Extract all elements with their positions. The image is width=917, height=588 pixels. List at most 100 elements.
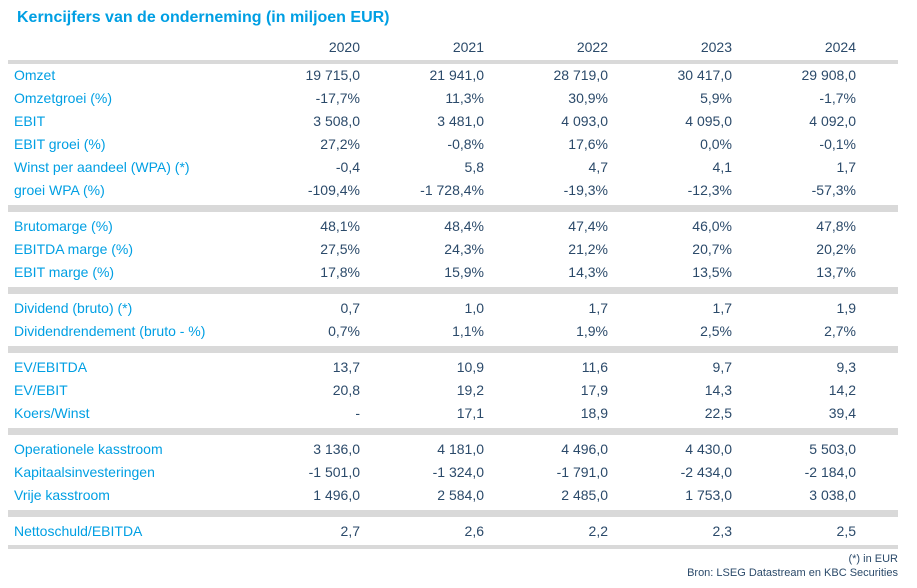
row-label: Winst per aandeel (WPA) (*) xyxy=(14,159,190,175)
value-cell: 5 503,0 xyxy=(809,441,856,457)
value-cell: -17,7% xyxy=(315,90,360,106)
corner-cell xyxy=(8,37,236,64)
value-cell: -2 434,0 xyxy=(680,464,732,480)
table-row: Winst per aandeel (WPA) (*) -0,4 5,8 4,7 4,1… xyxy=(8,156,898,179)
value-cell: 22,5 xyxy=(704,405,732,421)
separator-band xyxy=(8,510,898,517)
value-cell: 4 430,0 xyxy=(685,441,732,457)
year-header: 2024 xyxy=(732,37,898,64)
value-cell: 4 093,0 xyxy=(561,113,608,129)
value-cell: 17,6% xyxy=(568,136,608,152)
value-cell: 20,8 xyxy=(332,382,360,398)
table-row: groei WPA (%) -109,4% -1 728,4% -19,3% -12,3… xyxy=(8,179,898,202)
value-cell: 11,3% xyxy=(445,90,484,106)
row-label: groei WPA (%) xyxy=(14,182,105,198)
value-cell: 2,3 xyxy=(712,523,732,539)
value-cell: 27,5% xyxy=(320,241,360,257)
value-cell: 3 508,0 xyxy=(313,113,360,129)
row-label: Dividend (bruto) (*) xyxy=(14,300,133,316)
section-separator xyxy=(8,425,898,438)
value-cell: 24,3% xyxy=(444,241,484,257)
table-row: EV/EBIT 20,8 19,2 17,9 14,3 14,2 xyxy=(8,379,898,402)
row-label: EBIT marge (%) xyxy=(14,264,115,280)
value-cell: 5,9% xyxy=(700,90,732,106)
table-bottom-rule xyxy=(8,543,898,549)
value-cell: 1,9% xyxy=(576,323,608,339)
value-cell: 17,9 xyxy=(580,382,608,398)
value-cell: 48,4% xyxy=(444,218,484,234)
value-cell: 2,7% xyxy=(824,323,856,339)
row-label: Omzet xyxy=(14,67,56,83)
value-cell: 13,7 xyxy=(332,359,360,375)
value-cell: -1 791,0 xyxy=(556,464,608,480)
row-label: EV/EBITDA xyxy=(14,359,88,375)
value-cell: 14,2 xyxy=(828,382,856,398)
year-header: 2020 xyxy=(236,37,360,64)
table-row: Dividendrendement (bruto - %) 0,7% 1,1% 1,9… xyxy=(8,320,898,343)
row-label: Omzetgroei (%) xyxy=(14,90,113,106)
value-cell: - xyxy=(355,405,360,421)
value-cell: 2 584,0 xyxy=(437,487,484,503)
value-cell: 4 095,0 xyxy=(685,113,732,129)
value-cell: -19,3% xyxy=(563,182,608,198)
value-cell: 2,6 xyxy=(464,523,484,539)
value-cell: 4 181,0 xyxy=(437,441,484,457)
value-cell: 1,7 xyxy=(712,300,732,316)
separator-band xyxy=(8,346,898,353)
year-header: 2023 xyxy=(608,37,732,64)
table-row: Vrije kasstroom 1 496,0 2 584,0 2 485,0 1 75… xyxy=(8,484,898,507)
value-cell: 30 417,0 xyxy=(677,67,733,83)
value-cell: 11,6 xyxy=(581,359,608,375)
section-separator xyxy=(8,343,898,356)
separator-band xyxy=(8,205,898,212)
value-cell: 2,2 xyxy=(588,523,608,539)
value-cell: 0,0% xyxy=(700,136,732,152)
section-separator xyxy=(8,202,898,215)
row-label: EBITDA marge (%) xyxy=(14,241,134,257)
table-row: Brutomarge (%) 48,1% 48,4% 47,4% 46,0% 47,8% xyxy=(8,215,898,238)
row-label: Brutomarge (%) xyxy=(14,218,113,234)
value-cell: 17,8% xyxy=(320,264,360,280)
value-cell: -57,3% xyxy=(811,182,856,198)
value-cell: -109,4% xyxy=(307,182,360,198)
value-cell: 13,7% xyxy=(816,264,856,280)
value-cell: 19,2 xyxy=(456,382,484,398)
row-label: Dividendrendement (bruto - %) xyxy=(14,323,206,339)
value-cell: 4 092,0 xyxy=(809,113,856,129)
value-cell: -1,7% xyxy=(819,90,856,106)
value-cell: 27,2% xyxy=(320,136,360,152)
row-label: Operationele kasstroom xyxy=(14,441,163,457)
value-cell: 17,1 xyxy=(456,405,484,421)
value-cell: 1,9 xyxy=(836,300,856,316)
value-cell: 1,0 xyxy=(464,300,484,316)
separator-band xyxy=(8,287,898,294)
table-row: Omzetgroei (%) -17,7% 11,3% 30,9% 5,9% -1,7% xyxy=(8,87,898,110)
table-row: EBIT groei (%) 27,2% -0,8% 17,6% 0,0% -0,1% xyxy=(8,133,898,156)
table-row: Nettoschuld/EBITDA 2,7 2,6 2,2 2,3 2,5 xyxy=(8,520,898,543)
value-cell: 1 753,0 xyxy=(685,487,732,503)
value-cell: 0,7 xyxy=(340,300,360,316)
value-cell: 2,7 xyxy=(340,523,360,539)
row-label: EBIT xyxy=(14,113,46,129)
value-cell: -1 501,0 xyxy=(308,464,360,480)
report-page: Kerncijfers van de onderneming (in miljo… xyxy=(8,9,898,579)
separator-band xyxy=(8,545,898,549)
year-header-row: 2020 2021 2022 2023 2024 xyxy=(8,37,898,64)
table-row: Omzet 19 715,0 21 941,0 28 719,0 30 417,0 29 … xyxy=(8,62,898,87)
value-cell: 3 038,0 xyxy=(809,487,856,503)
year-header: 2021 xyxy=(360,37,484,64)
value-cell: 1 496,0 xyxy=(313,487,360,503)
value-cell: 47,4% xyxy=(568,218,608,234)
table-row: Koers/Winst - 17,1 18,9 22,5 39,4 xyxy=(8,402,898,425)
row-label: EV/EBIT xyxy=(14,382,68,398)
footnote: (*) in EUR xyxy=(848,553,898,565)
table-row: Dividend (bruto) (*) 0,7 1,0 1,7 1,7 1,9 xyxy=(8,297,898,320)
section-separator xyxy=(8,507,898,520)
value-cell: 21,2% xyxy=(568,241,608,257)
value-cell: 3 481,0 xyxy=(437,113,484,129)
table-row: Operationele kasstroom 3 136,0 4 181,0 4 49… xyxy=(8,438,898,461)
value-cell: 13,5% xyxy=(692,264,732,280)
value-cell: 14,3 xyxy=(704,382,732,398)
separator-band xyxy=(8,428,898,435)
value-cell: 20,2% xyxy=(816,241,856,257)
